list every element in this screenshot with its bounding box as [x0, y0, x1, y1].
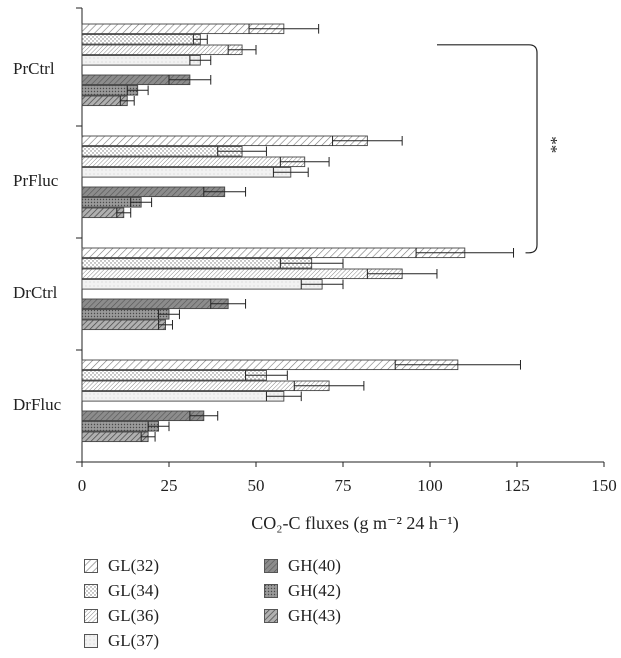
legend-item: GL(37) [84, 631, 159, 651]
bar [81, 421, 160, 432]
legend-swatch [84, 584, 98, 598]
legend-item: GH(43) [264, 606, 341, 626]
bar [81, 55, 201, 66]
legend-label: GL(36) [108, 606, 159, 625]
category-label: PrFluc [13, 171, 59, 190]
bar [81, 167, 292, 178]
legend-swatch [84, 609, 98, 623]
bar [81, 298, 229, 310]
legend-item: GL(36) [84, 606, 159, 626]
bar [81, 156, 306, 168]
x-tick-label: 125 [504, 476, 530, 495]
legend-item: GH(40) [264, 556, 341, 576]
bar [81, 431, 149, 443]
legend-label: GH(43) [288, 606, 341, 625]
x-tick-label: 100 [417, 476, 443, 495]
legend-item: GH(42) [264, 581, 341, 601]
bar [81, 380, 330, 392]
legend-item: GL(34) [84, 581, 159, 601]
bar [81, 370, 267, 381]
x-tick-label: 75 [335, 476, 352, 495]
legend-label: GL(37) [108, 631, 159, 650]
legend-swatch [84, 634, 98, 648]
bar [81, 410, 205, 422]
co2-flux-bar-chart: 0 25 50 75 100 125 150 CO₂-C fluxes (g m⁻² 24 h… [13, 7, 617, 534]
legend-label: GL(34) [108, 581, 159, 600]
x-tick-label: 25 [161, 476, 178, 495]
legend-label: GH(42) [288, 581, 341, 600]
significance-bracket [437, 44, 538, 254]
legend-label: GH(40) [288, 556, 341, 575]
bar [81, 44, 243, 56]
bar [81, 268, 403, 280]
category-label: DrFluc [13, 395, 62, 414]
x-tick-label: 150 [591, 476, 617, 495]
bar [81, 279, 323, 290]
bar [81, 34, 201, 45]
legend-swatch [84, 559, 98, 573]
x-tick-label: 0 [78, 476, 87, 495]
category-label: PrCtrl [13, 59, 55, 78]
category-label: DrCtrl [13, 283, 58, 302]
significance-stars: ** [542, 136, 561, 153]
x-tick-label: 50 [248, 476, 265, 495]
legend-swatch [264, 609, 278, 623]
bar [81, 258, 313, 269]
legend-swatch [264, 584, 278, 598]
legend-swatch [264, 559, 278, 573]
bar [81, 135, 368, 147]
chart-legend: GL(32) GL(34) GL(36) GL(37) GH(40) GH(42) GH(4… [84, 556, 504, 656]
legend-item: GL(32) [84, 556, 159, 576]
legend-label: GL(32) [108, 556, 159, 575]
x-axis-title: CO₂-C fluxes (g m⁻² 24 h⁻¹) [251, 513, 459, 534]
bar [81, 309, 170, 320]
bar [81, 391, 285, 402]
bar [81, 186, 226, 198]
bar [81, 247, 466, 259]
bar [81, 319, 166, 331]
